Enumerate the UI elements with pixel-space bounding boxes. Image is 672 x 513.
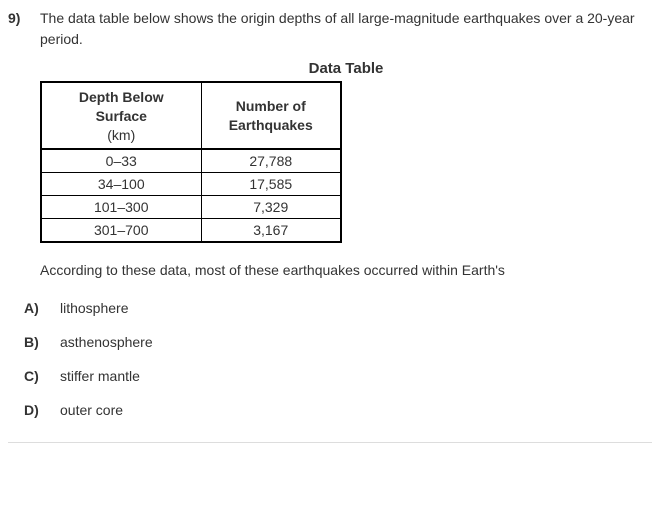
data-table: Depth Below Surface (km) Number of Earth…: [40, 81, 342, 243]
cell-depth: 301–700: [41, 218, 201, 242]
cell-depth: 34–100: [41, 172, 201, 195]
option-text: asthenosphere: [60, 334, 652, 350]
option-letter: C): [24, 368, 60, 384]
option-text: stiffer mantle: [60, 368, 652, 384]
answer-options: A) lithosphere B) asthenosphere C) stiff…: [24, 300, 652, 418]
question-block: 9) The data table below shows the origin…: [8, 8, 652, 436]
header-depth-line1: Depth Below: [79, 89, 164, 105]
table-header-count: Number of Earthquakes: [201, 82, 341, 149]
option-b[interactable]: B) asthenosphere: [24, 334, 652, 350]
table-row: 0–33 27,788: [41, 149, 341, 173]
divider: [8, 442, 652, 443]
table-row: 34–100 17,585: [41, 172, 341, 195]
cell-depth: 101–300: [41, 195, 201, 218]
header-count-line2: Earthquakes: [229, 117, 313, 133]
option-letter: A): [24, 300, 60, 316]
option-text: lithosphere: [60, 300, 652, 316]
header-depth-line2: Surface: [96, 108, 147, 124]
cell-count: 17,585: [201, 172, 341, 195]
question-number: 9): [8, 8, 40, 26]
table-title: Data Table: [196, 60, 496, 77]
option-d[interactable]: D) outer core: [24, 402, 652, 418]
cell-depth: 0–33: [41, 149, 201, 173]
question-text: The data table below shows the origin de…: [40, 8, 652, 50]
option-text: outer core: [60, 402, 652, 418]
question-followup: According to these data, most of these e…: [40, 261, 652, 281]
cell-count: 3,167: [201, 218, 341, 242]
header-depth-unit: (km): [107, 127, 135, 143]
question-body: The data table below shows the origin de…: [40, 8, 652, 436]
option-letter: B): [24, 334, 60, 350]
table-header-depth: Depth Below Surface (km): [41, 82, 201, 149]
table-row: 101–300 7,329: [41, 195, 341, 218]
option-a[interactable]: A) lithosphere: [24, 300, 652, 316]
header-count-line1: Number of: [236, 98, 306, 114]
option-letter: D): [24, 402, 60, 418]
table-header-row: Depth Below Surface (km) Number of Earth…: [41, 82, 341, 149]
cell-count: 7,329: [201, 195, 341, 218]
cell-count: 27,788: [201, 149, 341, 173]
option-c[interactable]: C) stiffer mantle: [24, 368, 652, 384]
table-row: 301–700 3,167: [41, 218, 341, 242]
